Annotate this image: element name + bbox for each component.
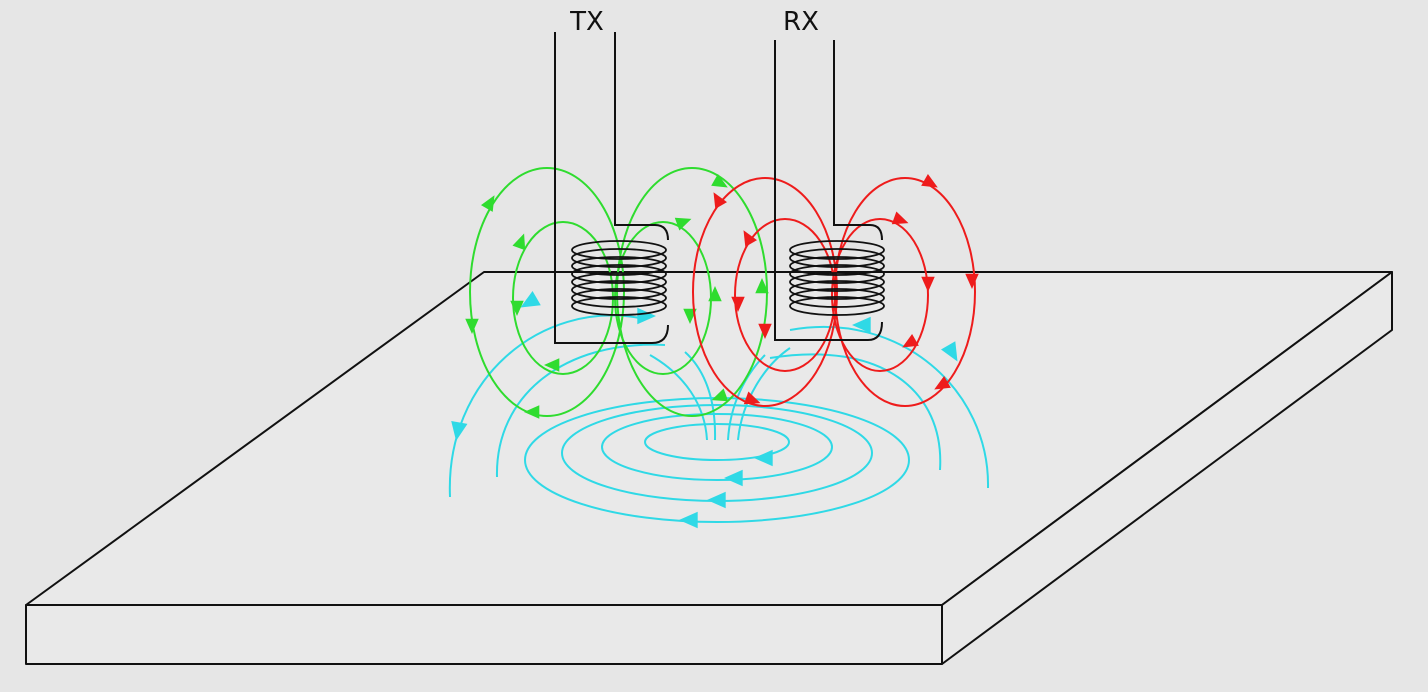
field-line xyxy=(834,177,976,407)
field-arrow xyxy=(510,300,524,316)
eddy-arrow xyxy=(520,291,541,308)
field-arrow xyxy=(891,211,909,225)
eddy-arc xyxy=(769,353,942,471)
field-arrow xyxy=(544,358,560,372)
coil-turn xyxy=(571,240,667,260)
eddy-arc xyxy=(448,314,641,498)
field-arrow xyxy=(713,192,727,209)
field-line xyxy=(469,167,625,417)
eddy-arrow xyxy=(852,316,871,334)
eddy-arc xyxy=(737,347,791,441)
field-line xyxy=(831,218,929,372)
coil-turn xyxy=(789,256,885,276)
coil-turn xyxy=(789,264,885,284)
coil-turn xyxy=(789,240,885,260)
rx-lead-left xyxy=(774,40,883,341)
field-arrow xyxy=(755,278,769,294)
coil-turn xyxy=(571,264,667,284)
field-arrow xyxy=(524,405,540,419)
coil-turn xyxy=(571,280,667,300)
field-arrow xyxy=(512,233,526,251)
field-arrow xyxy=(902,334,919,348)
coil-turn xyxy=(571,296,667,316)
eddy-arc xyxy=(789,325,990,489)
tx-magnetic-field xyxy=(465,167,769,419)
conductive-plate xyxy=(25,271,1393,665)
tx-lead-left xyxy=(554,32,669,344)
eddy-ring xyxy=(601,413,833,481)
coil-turn xyxy=(789,280,885,300)
coil-turn xyxy=(789,288,885,308)
field-arrow xyxy=(711,174,728,188)
coil-turn xyxy=(789,272,885,292)
rx-magnetic-field xyxy=(692,174,979,407)
coil-turn xyxy=(571,288,667,308)
tx-coil xyxy=(554,32,669,344)
eddy-arrow xyxy=(451,420,468,441)
rx-coil xyxy=(774,40,885,341)
eddy-arc xyxy=(649,354,708,441)
eddy-arrow xyxy=(679,511,698,529)
field-line xyxy=(692,177,838,407)
eddy-arrow xyxy=(707,491,726,509)
rx-label: RX xyxy=(783,7,819,37)
eddy-arrow xyxy=(754,449,773,467)
eddy-arc xyxy=(495,343,666,478)
field-line xyxy=(512,221,614,375)
coil-turn xyxy=(571,248,667,268)
eddy-arrow xyxy=(637,307,656,325)
field-arrow xyxy=(743,391,761,405)
field-arrow xyxy=(921,174,938,188)
rx-lead-right xyxy=(833,40,883,241)
field-arrow xyxy=(934,376,951,390)
eddy-ring xyxy=(644,423,790,461)
field-arrow xyxy=(465,318,479,334)
coil-turn xyxy=(571,272,667,292)
field-arrow xyxy=(711,388,729,402)
eddy-arrow xyxy=(724,469,743,487)
field-arrow xyxy=(481,195,495,212)
eddy-arc xyxy=(684,351,717,441)
tx-label: TX xyxy=(569,7,604,37)
field-arrow xyxy=(743,230,757,247)
eddy-current-field xyxy=(448,291,990,529)
eddy-arrow xyxy=(941,341,958,362)
plate-side-face xyxy=(941,271,1393,665)
tx-coil-windings xyxy=(571,240,667,316)
field-arrow xyxy=(758,323,772,339)
field-arrow xyxy=(674,217,692,231)
field-arrow xyxy=(708,286,722,302)
field-arrow xyxy=(921,276,935,292)
plate-front-face xyxy=(25,604,943,665)
coil-turn xyxy=(789,296,885,316)
rx-coil-windings xyxy=(789,240,885,316)
field-arrow xyxy=(965,273,979,289)
field-arrow xyxy=(731,296,745,312)
coil-turn xyxy=(571,256,667,276)
tx-lead-right xyxy=(614,32,669,241)
coil-turn xyxy=(789,248,885,268)
